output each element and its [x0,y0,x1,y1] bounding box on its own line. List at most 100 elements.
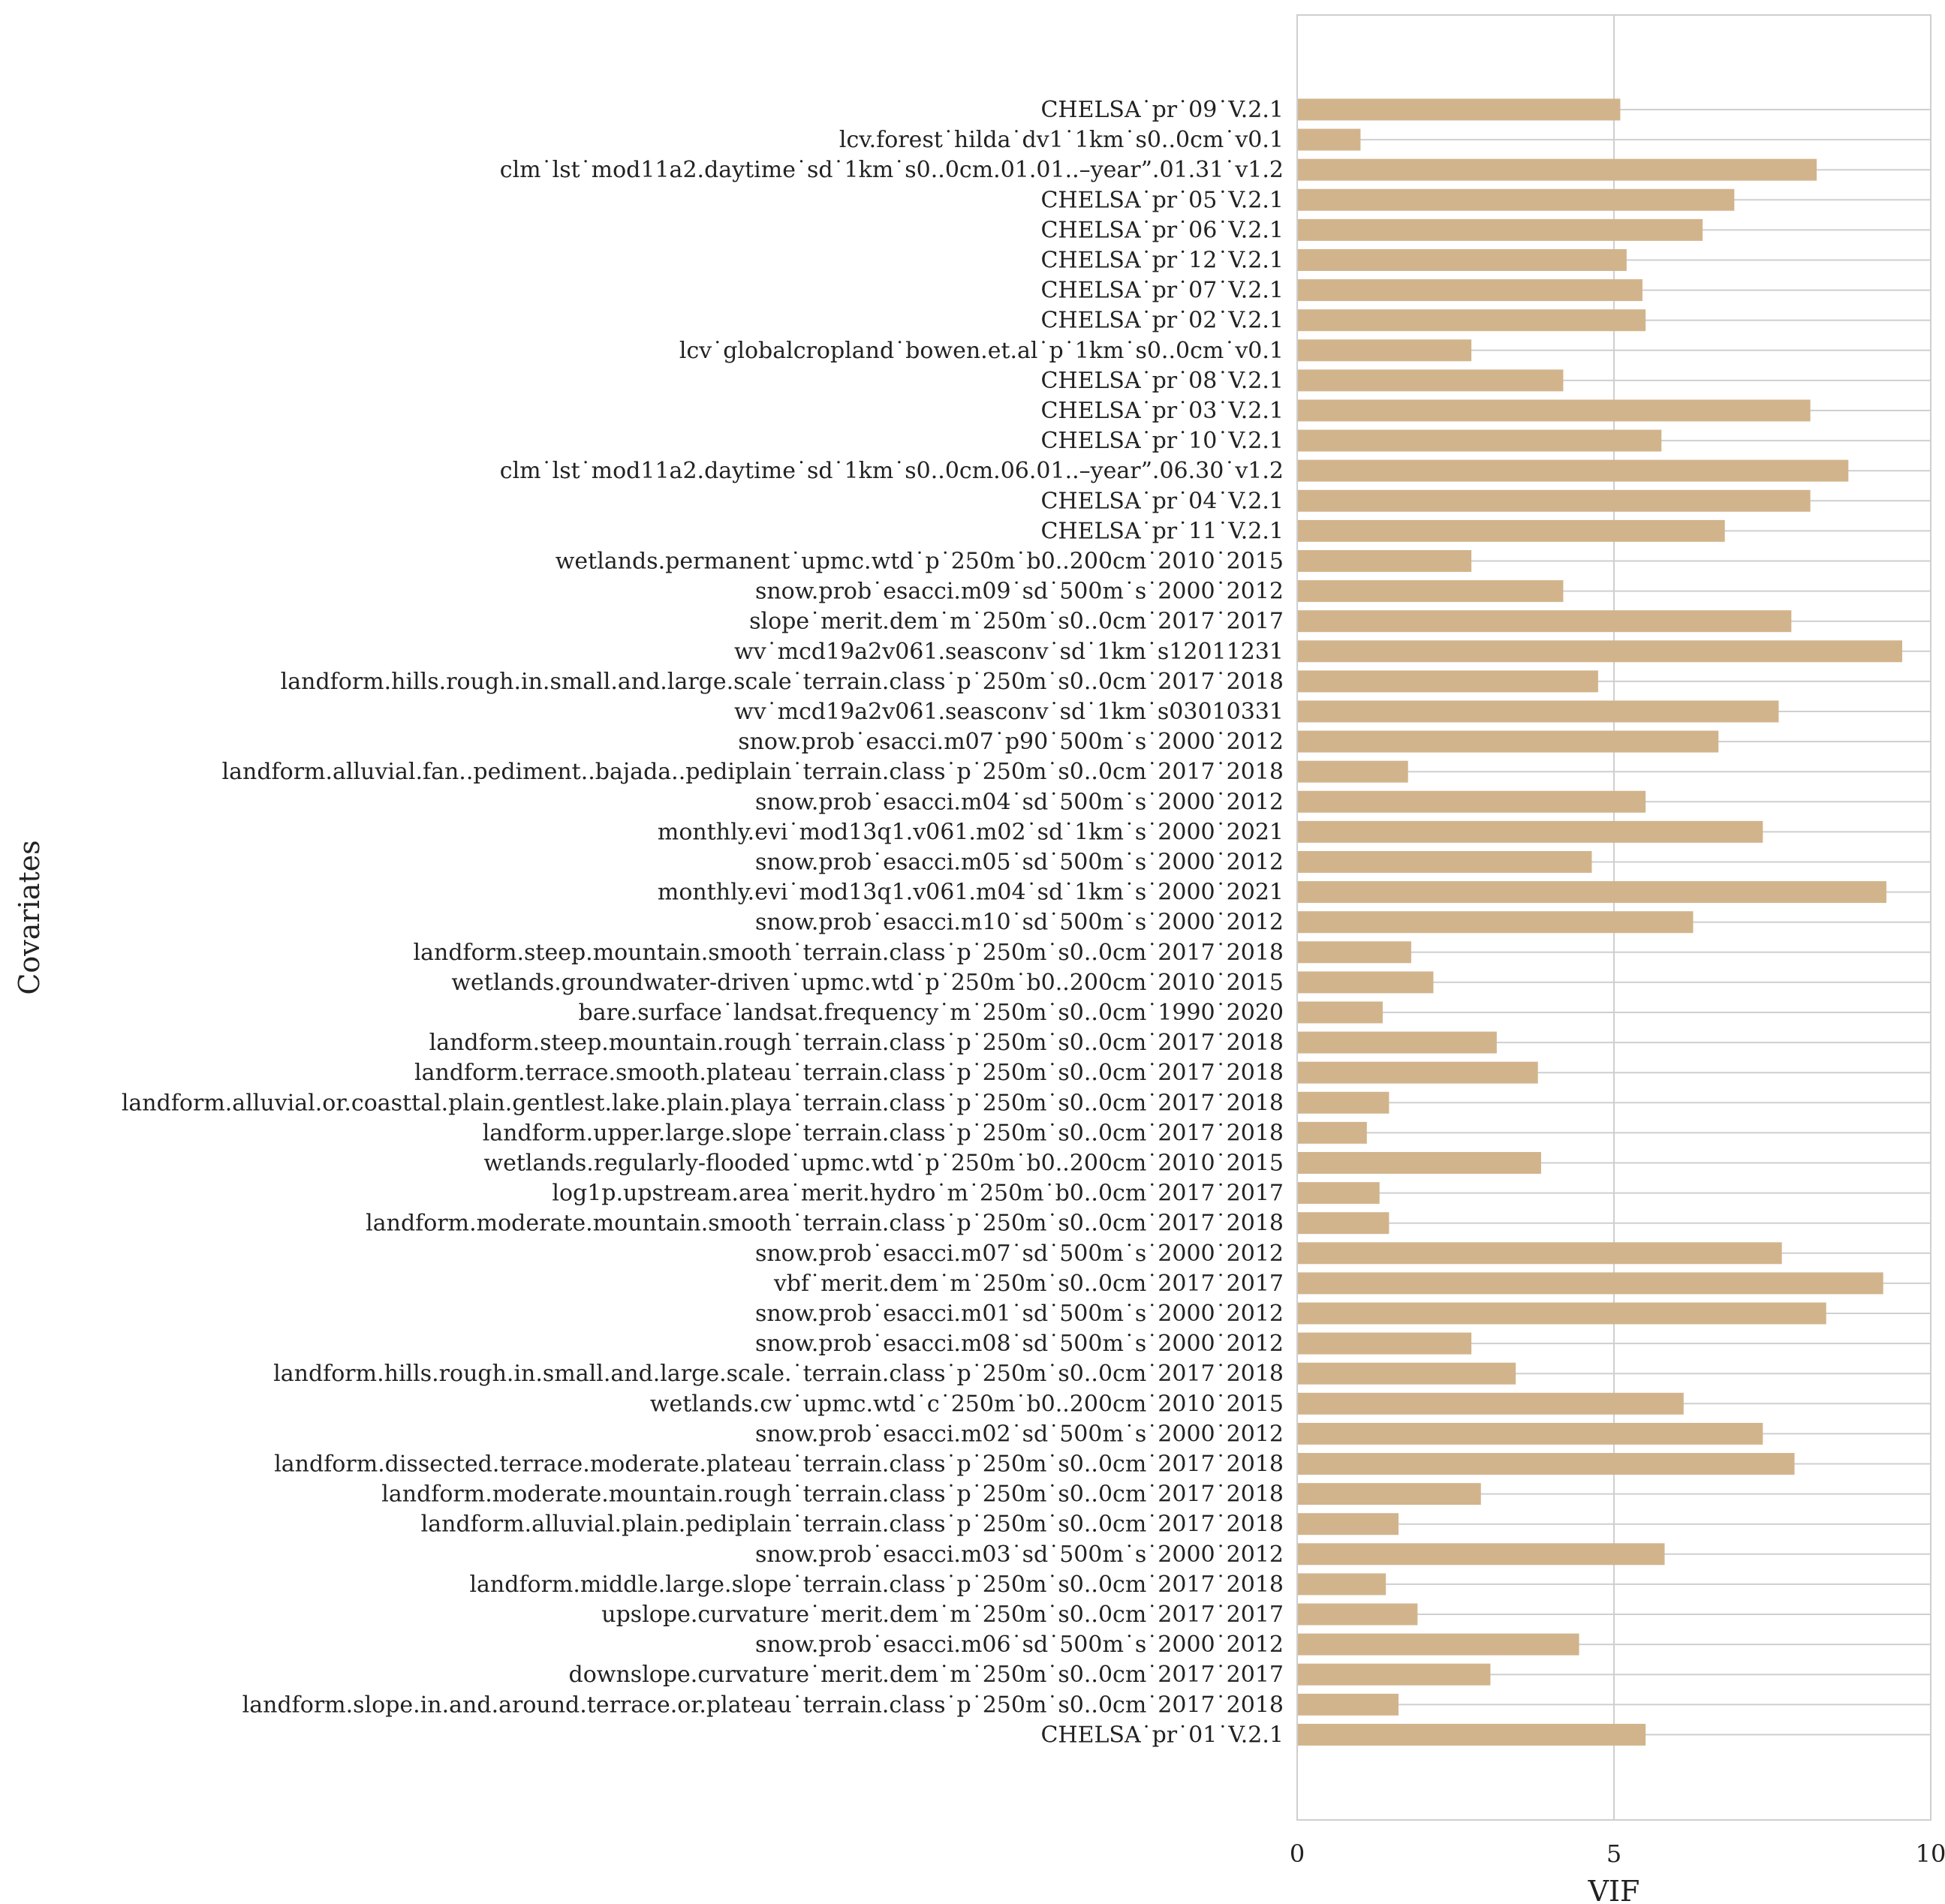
bar [1297,1633,1579,1656]
bar [1297,429,1662,452]
category-label: CHELSA˙pr˙07˙V.2.1 [1040,278,1284,304]
category-label: wv˙mcd19a2v061.seasconv˙sd˙1km˙s03010331 [734,699,1284,725]
bar [1297,1152,1541,1174]
bar [1297,218,1703,241]
bar [1297,1031,1497,1054]
bar [1297,730,1719,753]
category-label: CHELSA˙pr˙01˙V.2.1 [1040,1722,1284,1748]
bar [1297,640,1903,663]
category-label: wetlands.groundwater-driven˙upmc.wtd˙p˙2… [451,970,1284,996]
category-label: wetlands.cw˙upmc.wtd˙c˙250m˙b0..200cm˙20… [650,1391,1284,1417]
bar [1297,941,1411,964]
bar [1297,1453,1795,1475]
bar [1297,489,1811,512]
bar [1297,1362,1516,1385]
bar [1297,158,1817,181]
category-label: landform.hills.rough.in.small.and.large.… [281,669,1284,695]
x-tick-label: 0 [1290,1839,1305,1868]
bar [1297,1332,1472,1355]
category-label: wv˙mcd19a2v061.seasconv˙sd˙1km˙s12011231 [734,639,1284,665]
bar [1297,1001,1383,1024]
category-label: landform.terrace.smooth.plateau˙terrain.… [414,1060,1284,1086]
category-label: CHELSA˙pr˙11˙V.2.1 [1040,518,1284,544]
category-label: landform.alluvial.or.coasttal.plain.gent… [122,1090,1284,1116]
category-label: CHELSA˙pr˙05˙V.2.1 [1040,187,1284,213]
category-label: CHELSA˙pr˙03˙V.2.1 [1040,398,1284,424]
bar [1297,399,1811,422]
bar [1297,1723,1646,1746]
x-tick-label: 10 [1916,1839,1945,1868]
x-tick-labels: 0 5 10 [1290,1839,1945,1868]
bar [1297,610,1792,633]
bar [1297,1663,1491,1686]
bar [1297,98,1621,121]
category-label: CHELSA˙pr˙12˙V.2.1 [1040,248,1284,274]
category-label: landform.upper.large.slope˙terrain.class… [483,1120,1284,1146]
category-label: snow.prob˙esacci.m04˙sd˙500m˙s˙2000˙2012 [755,789,1284,815]
bars [1297,98,1903,1746]
bar [1297,128,1361,151]
bar [1297,1182,1380,1205]
bar [1297,1121,1367,1144]
bar [1297,309,1646,332]
category-label: lcv.forest˙hilda˙dv1˙1km˙s0..0cm˙v0.1 [839,127,1284,153]
bar [1297,1091,1390,1114]
category-label: CHELSA˙pr˙04˙V.2.1 [1040,488,1284,514]
bar [1297,1272,1883,1295]
category-label: landform.alluvial.fan..pediment..bajada.… [222,759,1284,785]
category-label: bare.surface˙landsat.frequency˙m˙250m˙s0… [579,1000,1284,1026]
bar [1297,700,1779,723]
category-label: slope˙merit.dem˙m˙250m˙s0..0cm˙2017˙2017 [749,609,1284,635]
plot-frame [1296,14,1931,1821]
bar [1297,820,1763,843]
category-label: vbf˙merit.dem˙m˙250m˙s0..0cm˙2017˙2017 [773,1271,1284,1297]
x-axis-title: VIF [1588,1875,1640,1904]
category-label: wetlands.regularly-flooded˙upmc.wtd˙p˙25… [483,1151,1284,1177]
category-label: CHELSA˙pr˙08˙V.2.1 [1040,368,1284,394]
category-label: CHELSA˙pr˙09˙V.2.1 [1040,97,1284,123]
bar [1297,1513,1399,1536]
category-label: landform.hills.rough.in.small.and.large.… [273,1361,1284,1387]
bar [1297,339,1472,362]
bar [1297,1573,1386,1596]
category-label: snow.prob˙esacci.m02˙sd˙500m˙s˙2000˙2012 [755,1421,1284,1447]
category-label: monthly.evi˙mod13q1.v061.m02˙sd˙1km˙s˙20… [658,819,1284,845]
category-label: landform.moderate.mountain.rough˙terrain… [381,1481,1284,1508]
category-label: upslope.curvature˙merit.dem˙m˙250m˙s0..0… [601,1602,1284,1628]
category-label: clm˙lst˙mod11a2.daytime˙sd˙1km˙s0..0cm.0… [500,157,1284,183]
bar [1297,971,1434,994]
bar [1297,1603,1418,1626]
bar [1297,249,1627,271]
category-label: landform.alluvial.plain.pediplain˙terrai… [421,1511,1284,1538]
category-label: clm˙lst˙mod11a2.daytime˙sd˙1km˙s0..0cm.0… [500,458,1284,484]
category-label: wetlands.permanent˙upmc.wtd˙p˙250m˙b0..2… [555,549,1284,575]
x-tick-label: 5 [1606,1839,1621,1868]
category-label: monthly.evi˙mod13q1.v061.m04˙sd˙1km˙s˙20… [658,880,1284,906]
bar [1297,1212,1390,1235]
bar [1297,911,1694,934]
category-labels: CHELSA˙pr˙09˙V.2.1 lcv.forest˙hilda˙dv1˙1… [122,97,1284,1748]
category-label: landform.steep.mountain.rough˙terrain.cl… [429,1030,1284,1056]
bar [1297,760,1408,783]
bar [1297,1543,1665,1566]
category-label: snow.prob˙esacci.m06˙sd˙500m˙s˙2000˙2012 [755,1632,1284,1658]
category-label: snow.prob˙esacci.m07˙p90˙500m˙s˙2000˙201… [738,729,1284,755]
category-label: landform.slope.in.and.around.terrace.or.… [242,1692,1284,1718]
bar [1297,279,1642,302]
bar [1297,1693,1399,1716]
bar [1297,670,1598,693]
category-label: CHELSA˙pr˙10˙V.2.1 [1040,428,1284,454]
category-label: snow.prob˙esacci.m07˙sd˙500m˙s˙2000˙2012 [755,1241,1284,1267]
bar [1297,1242,1782,1265]
category-label: log1p.upstream.area˙merit.hydro˙m˙250m˙b… [552,1181,1284,1207]
category-label: snow.prob˙esacci.m01˙sd˙500m˙s˙2000˙2012 [755,1301,1284,1327]
category-label: landform.steep.mountain.smooth˙terrain.c… [414,940,1284,966]
bar [1297,1422,1763,1445]
bar [1297,1302,1826,1325]
category-label: landform.dissected.terrace.moderate.plat… [274,1451,1284,1478]
bar [1297,459,1849,482]
bar [1297,188,1735,211]
y-axis-title: Covariates [13,840,46,994]
bar [1297,1392,1684,1415]
